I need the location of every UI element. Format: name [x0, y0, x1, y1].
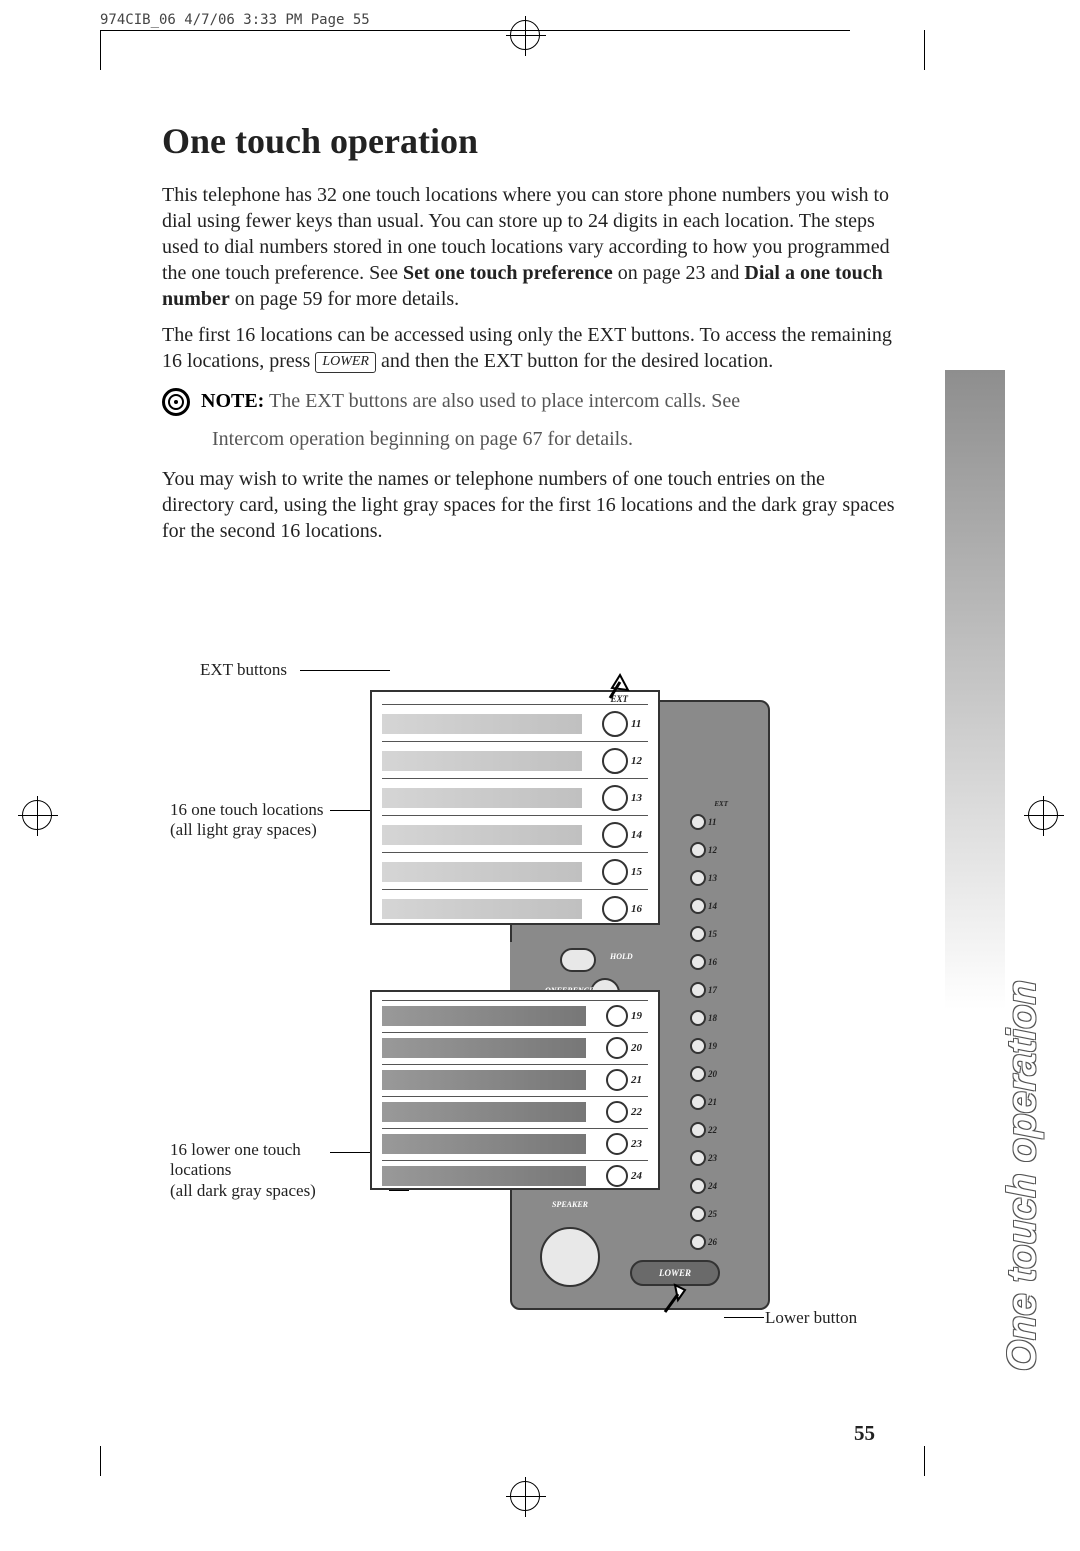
connector-line: [724, 1317, 764, 1318]
button-row: 15: [382, 852, 648, 890]
button-row: 20: [382, 1032, 648, 1062]
small-button-row: 25: [690, 1200, 760, 1228]
label-16-lower-locations: 16 lower one touch locations (all dark g…: [170, 1140, 390, 1201]
phone-small-buttons: EXT 11121314151617181920212223242526: [690, 800, 760, 1256]
print-header: 974CIB_06 4/7/06 3:33 PM Page 55: [100, 12, 370, 28]
paragraph-3: You may wish to write the names or telep…: [162, 466, 902, 544]
small-button-row: 26: [690, 1228, 760, 1256]
button-row: 14: [382, 815, 648, 853]
label-16-locations: 16 one touch locations (all light gray s…: [170, 800, 390, 841]
speaker-button-icon: [540, 1227, 600, 1287]
small-button-row: 23: [690, 1144, 760, 1172]
hold-button-icon: [560, 948, 596, 972]
button-row: 22: [382, 1096, 648, 1126]
crop-mark: [100, 30, 101, 70]
magnified-panel-bottom: 192021222324: [370, 990, 660, 1190]
hold-label: HOLD: [610, 952, 633, 961]
registration-mark: [22, 800, 52, 830]
paragraph-2: The first 16 locations can be accessed u…: [162, 322, 902, 374]
small-button-row: 18: [690, 1004, 760, 1032]
small-button-row: 17: [690, 976, 760, 1004]
small-button-row: 12: [690, 836, 760, 864]
button-row: 21: [382, 1064, 648, 1094]
arrow-icon: [590, 670, 630, 710]
registration-mark: [510, 20, 540, 50]
page-content: One touch operation This telephone has 3…: [162, 120, 902, 554]
small-button-row: 13: [690, 864, 760, 892]
page-number: 55: [854, 1421, 875, 1446]
crop-mark: [100, 1446, 101, 1476]
speaker-area: SPEAKER: [515, 1200, 625, 1300]
page-title: One touch operation: [162, 120, 902, 162]
crop-mark: [924, 30, 925, 70]
speaker-label: SPEAKER: [515, 1200, 625, 1209]
label-ext-buttons: EXT buttons: [200, 660, 287, 680]
small-button-row: 15: [690, 920, 760, 948]
small-button-row: 22: [690, 1116, 760, 1144]
small-button-row: 24: [690, 1172, 760, 1200]
note-icon: [162, 388, 190, 416]
button-row: 19: [382, 1000, 648, 1030]
side-tab-text: One touch operation: [1000, 980, 1045, 1371]
crop-mark: [924, 1446, 925, 1476]
note-block: NOTE: The EXT buttons are also used to p…: [162, 388, 902, 452]
arrow-icon: [650, 1280, 690, 1320]
registration-mark: [1028, 800, 1058, 830]
registration-mark: [510, 1481, 540, 1511]
small-button-row: 11: [690, 808, 760, 836]
crop-mark: [100, 30, 850, 31]
button-row: 16: [382, 889, 648, 927]
small-button-row: 14: [690, 892, 760, 920]
paragraph-1: This telephone has 32 one touch location…: [162, 182, 902, 312]
connector-line: [300, 670, 390, 671]
phone-figure: EXT buttons 16 one touch locations (all …: [170, 660, 870, 1340]
small-button-row: 21: [690, 1088, 760, 1116]
button-row: 12: [382, 741, 648, 779]
side-tab: [945, 370, 1005, 1010]
small-button-row: 19: [690, 1032, 760, 1060]
button-row: 23: [382, 1128, 648, 1158]
button-row: 13: [382, 778, 648, 816]
small-button-row: 16: [690, 948, 760, 976]
button-row: 24: [382, 1160, 648, 1190]
magnified-panel-top: EXT 111213141516: [370, 690, 660, 925]
small-button-row: 20: [690, 1060, 760, 1088]
label-lower-button: Lower button: [765, 1308, 857, 1328]
lower-key-icon: LOWER: [315, 352, 376, 372]
